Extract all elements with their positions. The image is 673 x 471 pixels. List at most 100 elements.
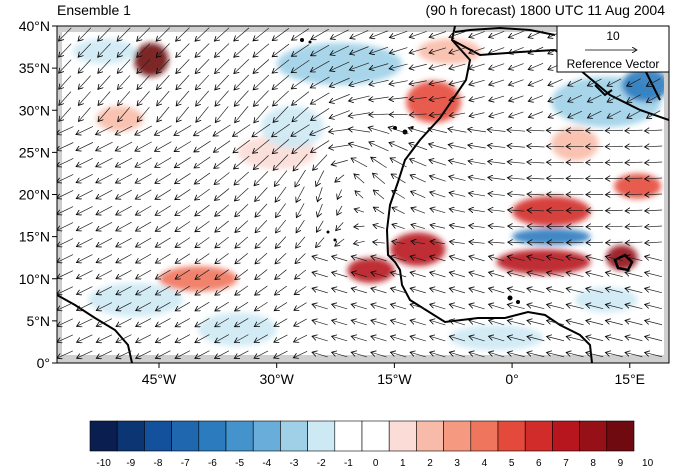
wind-vector bbox=[194, 156, 211, 168]
wind-vector bbox=[351, 304, 368, 310]
anomaly-blob bbox=[261, 106, 324, 149]
wind-vector bbox=[468, 145, 486, 148]
wind-vector bbox=[312, 288, 328, 294]
wind-vector bbox=[507, 336, 525, 342]
wind-vector bbox=[487, 129, 506, 131]
wind-vector bbox=[507, 178, 525, 180]
wind-vector bbox=[371, 320, 387, 326]
wind-vector bbox=[488, 161, 506, 163]
wind-vector bbox=[547, 352, 564, 358]
wind-vector bbox=[625, 194, 643, 195]
wind-vector bbox=[215, 253, 229, 263]
wind-vector bbox=[234, 27, 250, 41]
wind-vector bbox=[194, 124, 211, 136]
wind-vector bbox=[154, 125, 172, 135]
wind-vector bbox=[136, 318, 152, 327]
wind-vector bbox=[605, 304, 623, 310]
wind-vector bbox=[566, 320, 584, 326]
wind-vector bbox=[117, 75, 131, 89]
wind-vector bbox=[410, 256, 426, 262]
wind-vector bbox=[215, 74, 230, 90]
wind-vector bbox=[156, 27, 170, 42]
wind-vector bbox=[487, 145, 506, 147]
wind-vector bbox=[566, 272, 584, 278]
wind-vector bbox=[372, 173, 386, 185]
wind-vector bbox=[214, 156, 230, 169]
wind-vector bbox=[527, 288, 545, 294]
wind-vector bbox=[389, 47, 408, 54]
wind-vector bbox=[116, 189, 132, 199]
wind-vector bbox=[234, 59, 250, 73]
wind-vector bbox=[547, 288, 564, 294]
wind-vector bbox=[255, 269, 268, 280]
wind-vector bbox=[96, 270, 113, 278]
wind-vector bbox=[625, 288, 643, 294]
wind-vector bbox=[430, 272, 446, 278]
wind-vector bbox=[215, 301, 229, 311]
wind-vector bbox=[235, 220, 249, 233]
wind-vector bbox=[507, 256, 525, 262]
wind-vector bbox=[566, 288, 584, 294]
wind-vector bbox=[57, 238, 74, 247]
wind-vector bbox=[348, 129, 371, 132]
wind-vector bbox=[234, 74, 250, 90]
wind-vector bbox=[430, 225, 446, 228]
wind-vector bbox=[645, 272, 663, 278]
wind-vector bbox=[115, 173, 133, 183]
wind-vector bbox=[291, 59, 310, 72]
wind-vector bbox=[392, 224, 405, 230]
wind-vector bbox=[135, 221, 152, 231]
anomaly-blob bbox=[406, 80, 462, 123]
anomaly-blob bbox=[574, 287, 638, 313]
wind-vector bbox=[156, 59, 170, 73]
wind-vector bbox=[274, 334, 288, 342]
wind-vector bbox=[645, 162, 663, 163]
wind-vector bbox=[449, 31, 466, 38]
wind-vector bbox=[215, 285, 229, 295]
colorbar-swatch bbox=[280, 420, 308, 452]
wind-vector bbox=[606, 242, 623, 243]
wind-vector bbox=[507, 352, 525, 358]
wind-vector bbox=[489, 304, 505, 310]
wind-vector bbox=[254, 350, 269, 358]
wind-vector bbox=[196, 90, 209, 106]
wind-vector bbox=[78, 107, 91, 122]
wind-vector bbox=[468, 161, 486, 164]
wind-vector bbox=[430, 336, 446, 342]
colorbar-swatch bbox=[89, 420, 118, 452]
wind-vector bbox=[175, 205, 191, 215]
map-right-title: (90 h forecast) 1800 UTC 11 Aug 2004 bbox=[425, 2, 665, 18]
wind-vector bbox=[469, 352, 485, 358]
wind-vector bbox=[155, 237, 171, 247]
wind-vector bbox=[274, 350, 288, 358]
wind-vector bbox=[195, 204, 210, 216]
wind-vector bbox=[625, 178, 643, 179]
wind-vector bbox=[317, 203, 323, 217]
wind-vector bbox=[527, 210, 545, 211]
wind-vector bbox=[373, 242, 385, 243]
wind-vector bbox=[371, 304, 387, 310]
wind-vector bbox=[645, 178, 663, 179]
coastline-iberia bbox=[454, 26, 556, 36]
wind-vector bbox=[389, 80, 408, 85]
wind-vector bbox=[348, 112, 370, 116]
lat-tick-label: 30°N bbox=[19, 102, 50, 118]
wind-vector bbox=[98, 91, 111, 105]
wind-vector bbox=[469, 304, 485, 310]
wind-vector bbox=[390, 352, 407, 358]
wind-vector bbox=[272, 123, 290, 137]
lon-tick-label: 30°W bbox=[259, 371, 294, 387]
wind-vector bbox=[389, 97, 408, 99]
wind-vector bbox=[329, 110, 350, 119]
wind-vector bbox=[369, 79, 389, 84]
wind-vector bbox=[155, 269, 171, 279]
wind-vector bbox=[547, 304, 564, 310]
wind-vector bbox=[644, 146, 663, 147]
wind-vector bbox=[234, 90, 249, 107]
wind-vector bbox=[390, 288, 407, 294]
wind-vector bbox=[410, 272, 426, 278]
wind-vector bbox=[568, 110, 583, 118]
wind-vector bbox=[429, 97, 446, 100]
wind-vector bbox=[351, 336, 368, 342]
wind-vector bbox=[272, 28, 290, 40]
